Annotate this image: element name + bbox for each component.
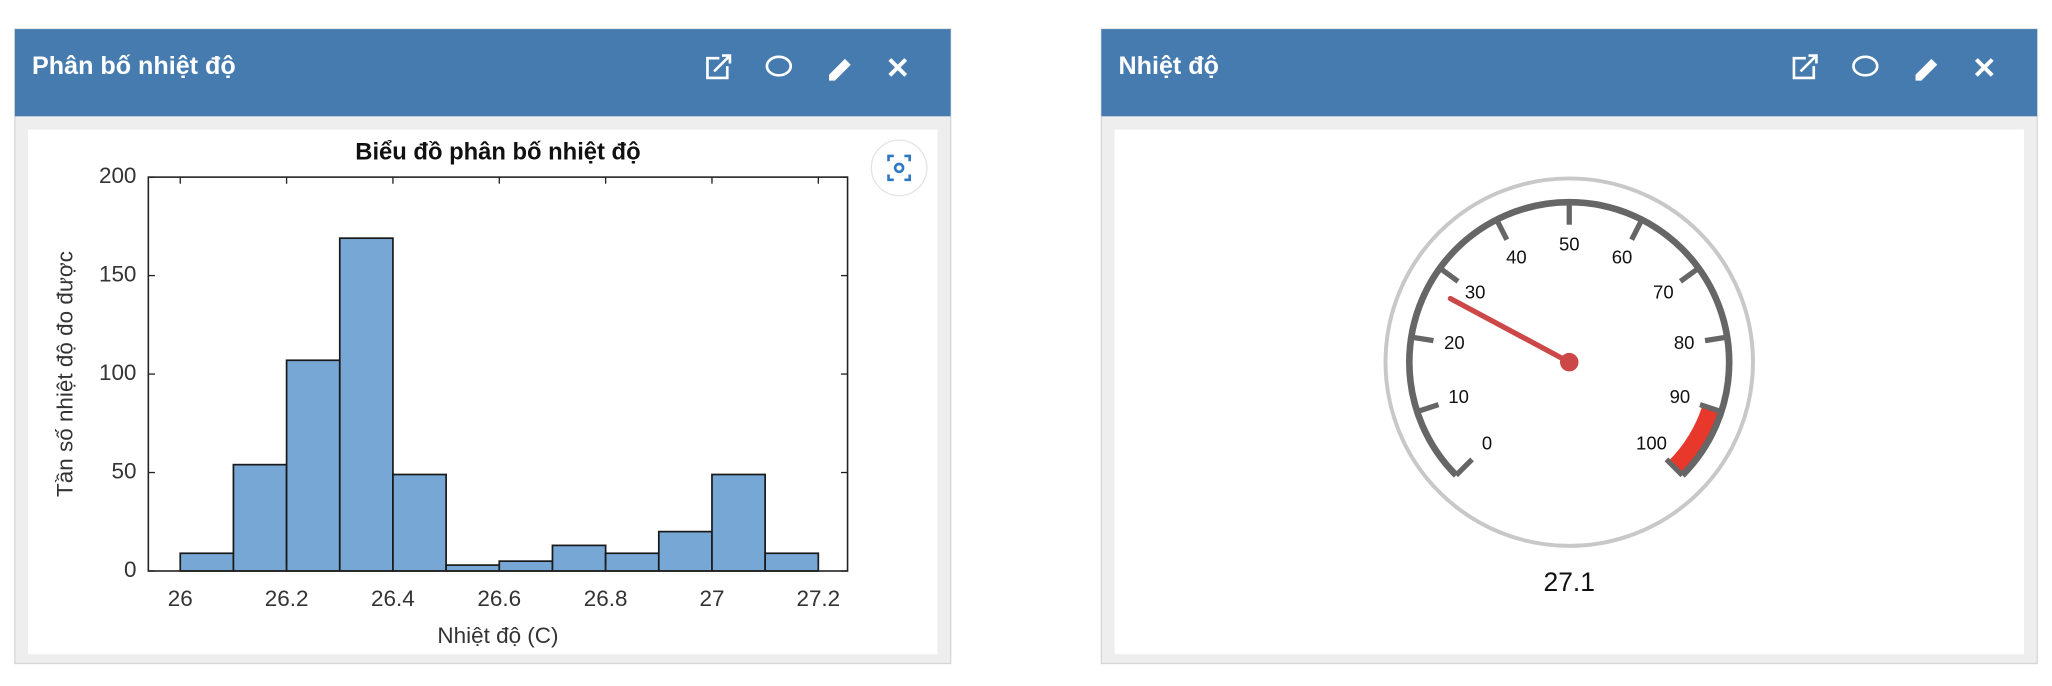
edit-icon[interactable] — [829, 58, 851, 81]
gauge-tick — [1438, 266, 1460, 284]
bar — [551, 544, 607, 572]
gauge-tick — [1704, 334, 1728, 344]
gauge-tick-label: 80 — [1674, 332, 1695, 353]
x-tick-label: 27 — [699, 586, 724, 611]
gauge-tick — [1629, 218, 1645, 241]
gauge-tick-label: 30 — [1465, 282, 1486, 303]
header-icons — [706, 54, 908, 81]
gauge-tick — [1416, 402, 1440, 415]
x-tick-label: 26.6 — [477, 586, 521, 611]
panel-title: Phân bố nhiệt độ — [32, 52, 236, 80]
bar — [764, 552, 820, 572]
gauge-tick — [1454, 457, 1474, 478]
x-tick-label: 26.2 — [265, 586, 309, 611]
gauge-tick-label: 50 — [1559, 234, 1580, 255]
screenshot-button[interactable] — [870, 139, 928, 197]
y-tick-label: 150 — [99, 262, 136, 287]
panel-body — [28, 129, 938, 655]
bar — [711, 473, 767, 572]
gauge-tick-label: 20 — [1444, 332, 1465, 353]
bar — [498, 560, 554, 572]
gauge-hub — [1559, 352, 1579, 372]
gauge-tick — [1664, 457, 1685, 478]
bar — [392, 473, 447, 572]
panel-header — [14, 29, 951, 117]
bar — [604, 552, 660, 572]
comment-icon[interactable] — [1852, 55, 1879, 77]
bar — [285, 359, 341, 572]
bar — [657, 530, 713, 572]
gauge-tick — [1678, 266, 1701, 284]
x-axis-label: Nhiệt độ (C) — [437, 623, 558, 648]
y-tick-label: 200 — [99, 163, 136, 188]
bar — [179, 552, 235, 572]
open-icon[interactable] — [706, 54, 732, 80]
x-tick-label: 26.4 — [371, 586, 415, 611]
gauge-tick — [1699, 402, 1723, 415]
gauge-tick-label: 10 — [1448, 386, 1469, 407]
bar — [445, 564, 501, 572]
header-icons — [1792, 54, 1994, 81]
y-tick-label: 0 — [124, 557, 136, 582]
gauge-tick-label: 0 — [1482, 432, 1492, 453]
panel-title: Nhiệt độ — [1119, 52, 1219, 80]
button-bg[interactable] — [870, 139, 928, 197]
button-icon[interactable] — [893, 162, 905, 174]
gauge-tick-label: 70 — [1653, 282, 1674, 303]
panel-header — [1101, 29, 2038, 117]
edit-icon[interactable] — [1915, 58, 1938, 81]
gauge-tick — [1410, 334, 1434, 344]
gauge-tick-label: 40 — [1506, 246, 1527, 267]
x-tick-label: 26.8 — [584, 586, 628, 611]
gauge-band — [1668, 405, 1721, 475]
button-icon[interactable] — [887, 154, 912, 182]
comment-icon[interactable] — [765, 55, 793, 77]
x-tick-label: 27.2 — [796, 586, 840, 611]
gauge-needle — [1447, 295, 1572, 365]
bar — [232, 463, 288, 572]
close-icon[interactable] — [888, 58, 908, 77]
y-tick-label: 50 — [111, 458, 136, 483]
gauge-tick — [1494, 218, 1510, 241]
gauge-value: 27.1 — [1544, 567, 1595, 597]
chart-title: Biểu đồ phân bố nhiệt độ — [355, 139, 640, 166]
close-icon[interactable] — [1974, 58, 1994, 77]
open-icon[interactable] — [1792, 54, 1818, 80]
gauge-tick-label: 90 — [1670, 386, 1691, 407]
bar — [338, 237, 394, 572]
y-tick-label: 100 — [99, 360, 136, 385]
x-tick-label: 26 — [168, 586, 193, 611]
y-axis-label: Tần số nhiệt độ đo được — [52, 251, 77, 497]
gauge-tick-label: 60 — [1612, 246, 1633, 267]
gauge-tick-label: 100 — [1636, 432, 1667, 453]
